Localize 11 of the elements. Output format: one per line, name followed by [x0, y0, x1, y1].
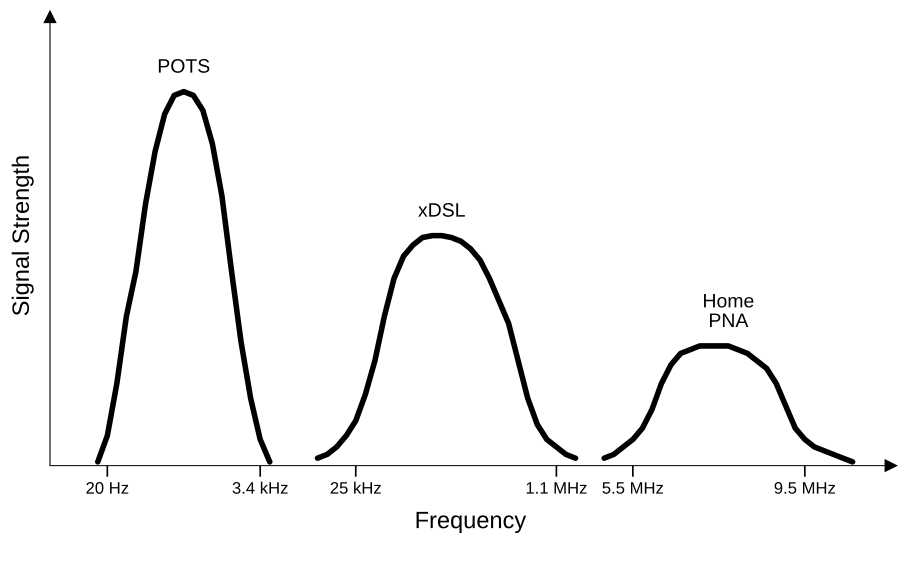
x-tick-label: 25 kHz — [330, 482, 381, 494]
series-label: Home PNA — [704, 294, 754, 327]
x-tick-label: 3.4 kHz — [232, 482, 288, 494]
x-tick-label: 9.5 MHz — [774, 482, 836, 494]
x-tick-label: 5.5 MHz — [602, 482, 664, 494]
x-tick-label: 20 Hz — [86, 482, 128, 494]
y-axis-title: Signal Strength — [12, 156, 34, 316]
series-label: POTS — [158, 59, 210, 73]
x-tick-label: 1.1 MHz — [526, 482, 587, 494]
x-axis-title: Frequency — [416, 512, 526, 534]
series-label: xDSL — [418, 203, 465, 217]
